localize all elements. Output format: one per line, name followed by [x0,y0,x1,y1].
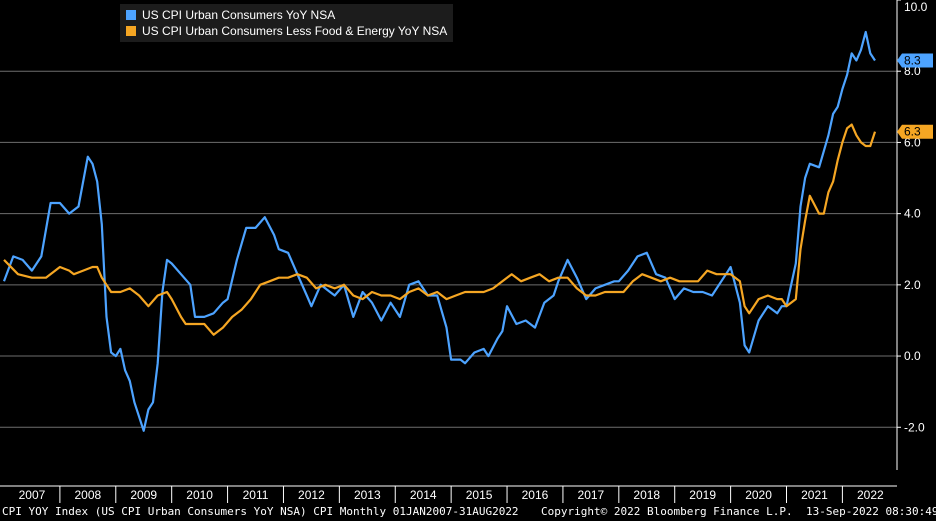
series-line-0 [2,30,876,432]
x-tick-label-2007: 2007 [19,488,46,502]
end-value-label-0: 8.3 [904,54,921,68]
x-tick-label-2014: 2014 [410,488,437,502]
footer-copyright: Copyright© 2022 Bloomberg Finance L.P. [541,505,793,518]
x-tick-label-2021: 2021 [801,488,828,502]
tick-labels: 10.0 8.0 6.0 4.0 2.0 0.0 -2.0 2007 2008 2009 2010 2… [19,0,933,502]
y-tick-label-1: 8.0 [904,64,921,78]
x-tick-label-2008: 2008 [74,488,101,502]
legend-label-core-cpi: US CPI Urban Consumers Less Food & Energ… [142,24,448,38]
y-tick-label-3: 4.0 [904,207,921,221]
end-value-badge-0: 8.3 [897,53,933,68]
axes [0,0,901,503]
series-lines [2,30,877,432]
y-tick-label-0: 10.0 [904,0,928,14]
series-line-1 [3,123,877,336]
x-tick-label-2010: 2010 [186,488,213,502]
x-tick-label-2011: 2011 [243,488,269,502]
x-tick-label-2019: 2019 [689,488,716,502]
x-tick-label-2013: 2013 [354,488,381,502]
y-tick-label-2: 6.0 [904,135,921,149]
x-tick-label-2018: 2018 [633,488,660,502]
cpi-line-chart: 10.0 8.0 6.0 4.0 2.0 0.0 -2.0 2007 2008 2009 2010 2… [0,0,933,503]
end-value-badge-shape-0 [897,53,933,68]
y-tick-label-4: 2.0 [904,278,921,292]
end-value-badge-1: 6.3 [897,124,933,139]
y-tick-label-5: 0.0 [904,349,921,363]
legend-label-cpi: US CPI Urban Consumers YoY NSA [142,8,336,22]
x-tick-label-2015: 2015 [466,488,493,502]
legend-swatch-core-cpi [126,26,136,36]
y-tick-label-6: -2.0 [904,420,925,434]
end-value-badge-shape-1 [897,124,933,139]
legend-swatch-cpi [126,10,136,20]
footer-bar: CPI YOY Index (US CPI Urban Consumers Yo… [0,503,936,521]
end-value-label-1: 6.3 [904,125,921,139]
x-tick-label-2017: 2017 [578,488,605,502]
x-tick-label-2009: 2009 [130,488,157,502]
x-tick-label-2020: 2020 [745,488,772,502]
x-tick-label-2016: 2016 [522,488,549,502]
footer-security-info: CPI YOY Index (US CPI Urban Consumers Yo… [2,505,519,518]
footer-timestamp: 13-Sep-2022 08:30:49 [806,505,936,518]
legend: US CPI Urban Consumers YoY NSA US CPI Ur… [120,4,454,42]
legend-entry-cpi: US CPI Urban Consumers YoY NSA [126,7,447,23]
legend-entry-core-cpi: US CPI Urban Consumers Less Food & Energ… [126,23,447,39]
gridlines [0,70,897,428]
x-tick-label-2022: 2022 [857,488,884,502]
x-tick-label-2012: 2012 [298,488,325,502]
